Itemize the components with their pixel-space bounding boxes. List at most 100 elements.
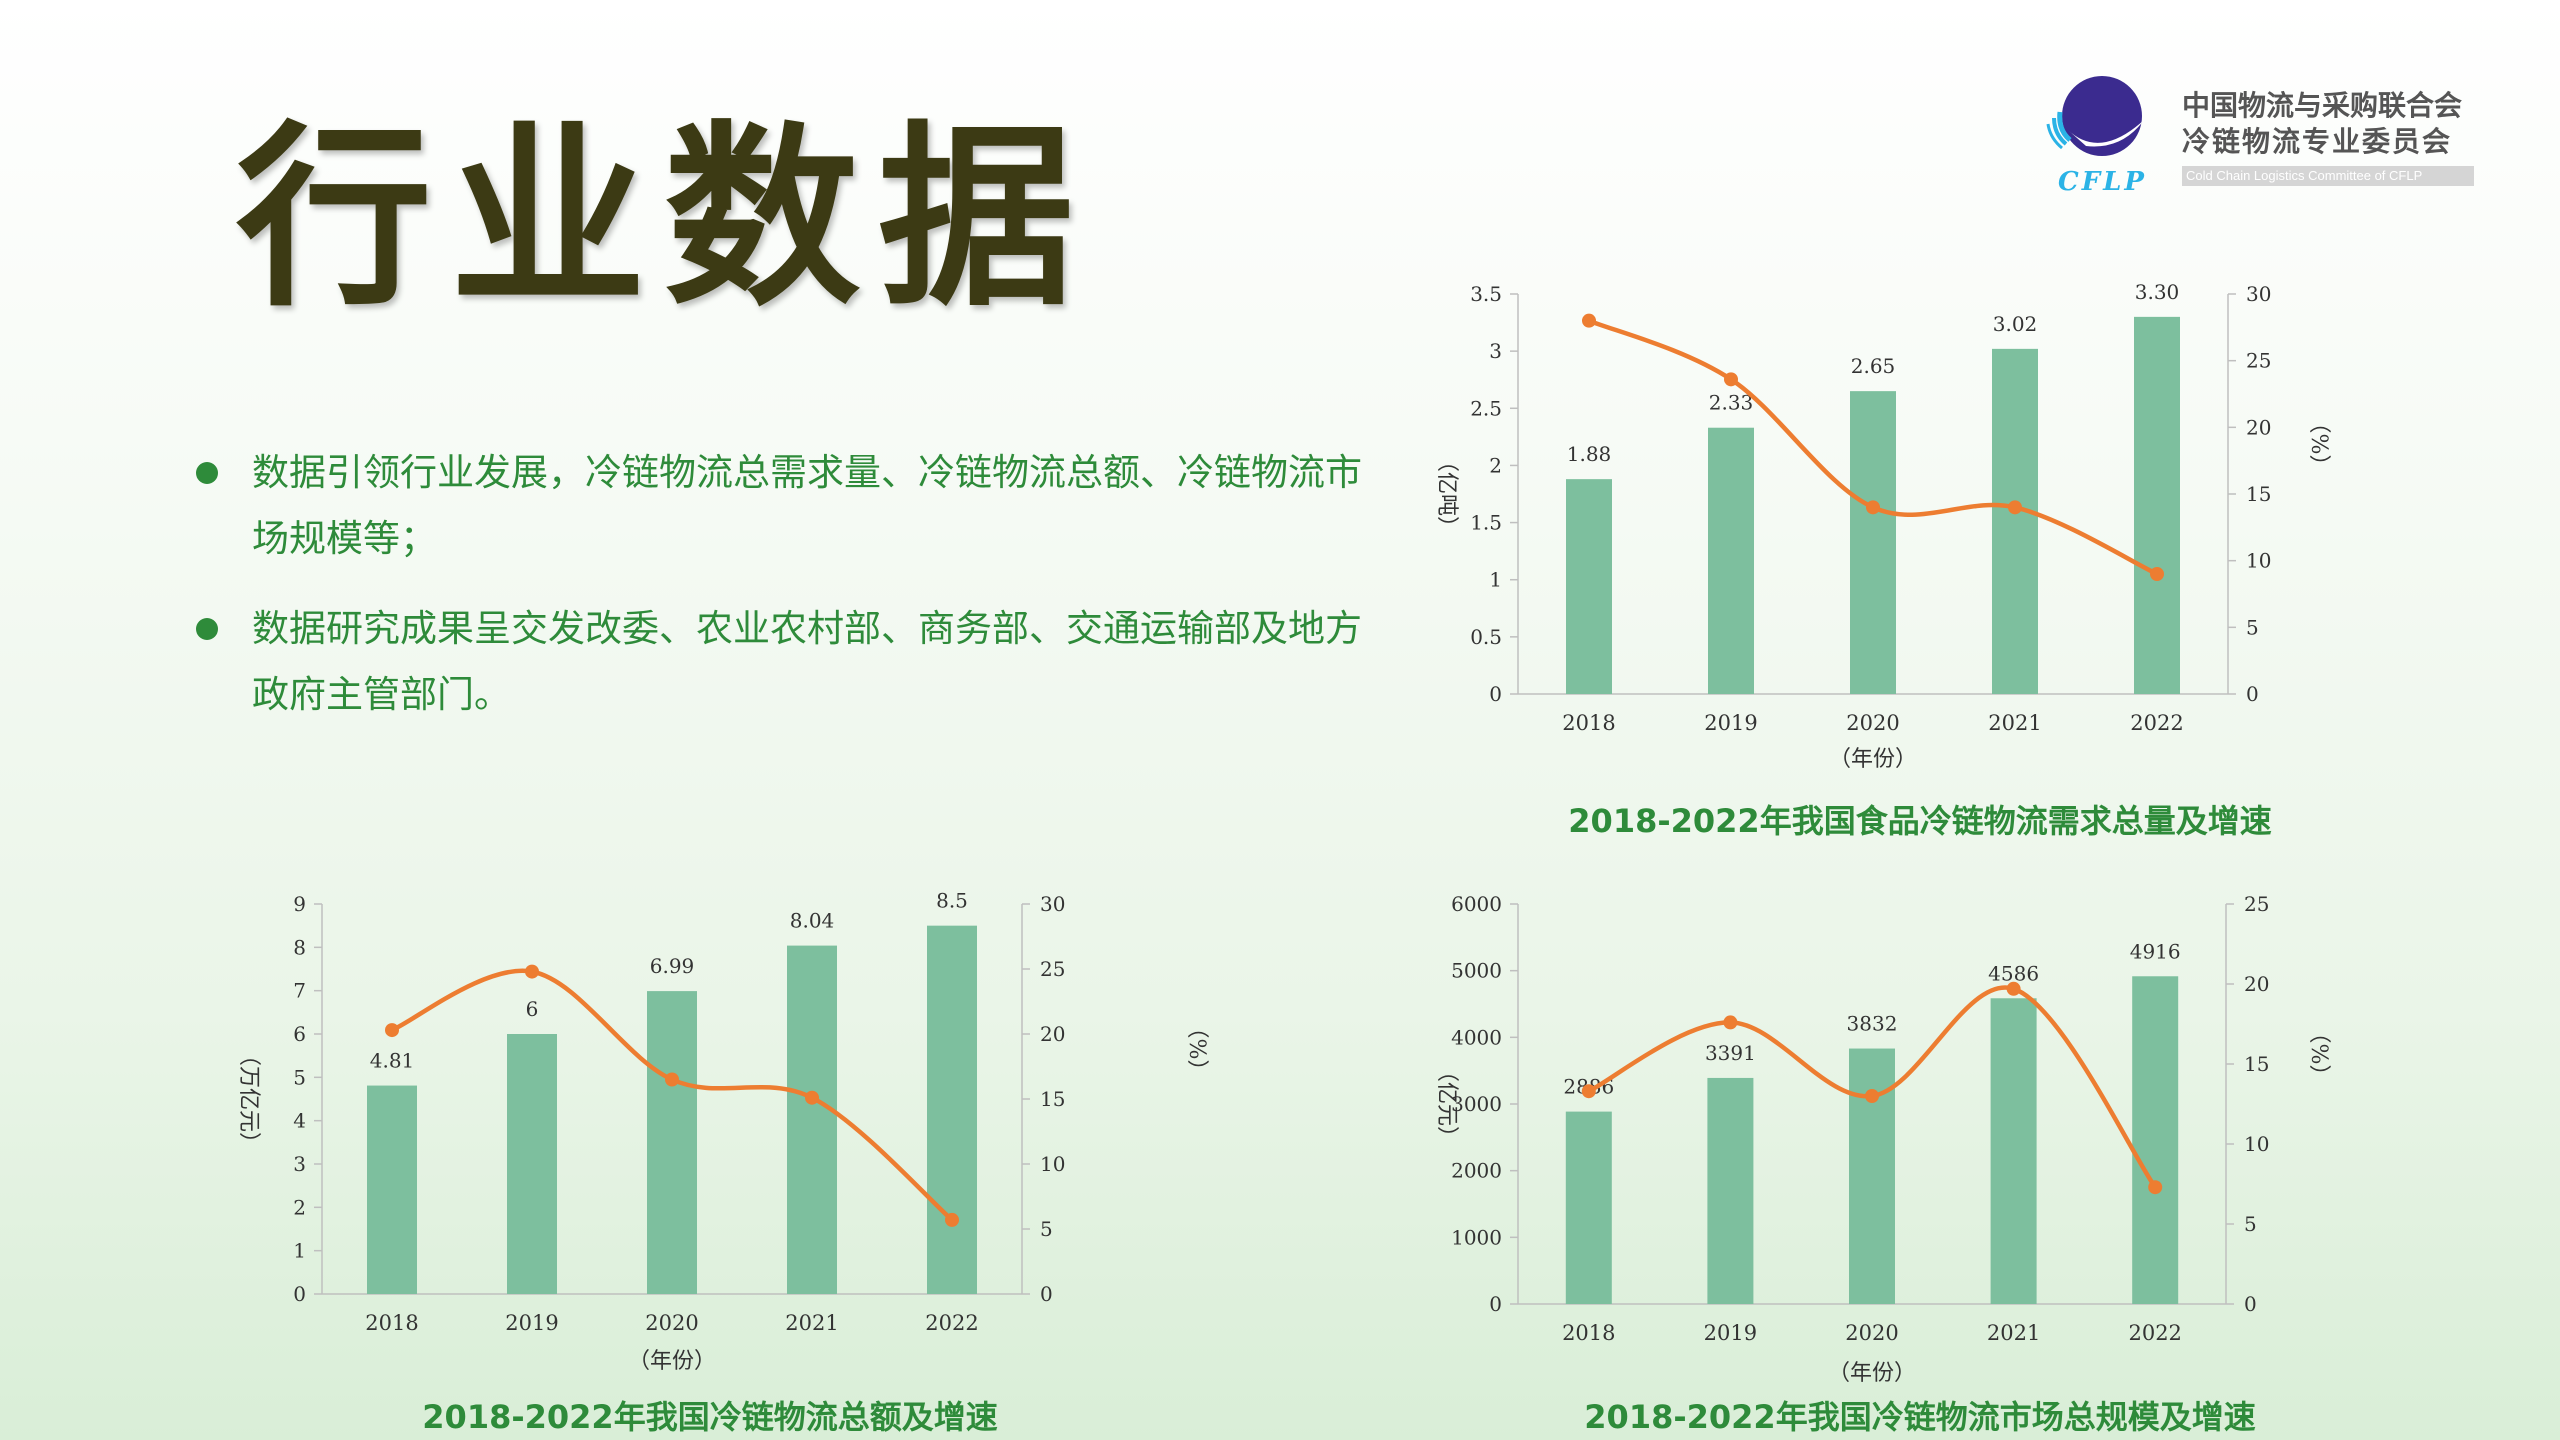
y-tick-label: 1 [1489,568,1502,592]
x-tick-label: 2018 [1562,1321,1615,1345]
bar-value-label: 1.88 [1567,442,1612,466]
bar-value-label: 2.65 [1851,354,1896,378]
growth-rate-point [665,1072,679,1087]
y-tick-label: 6 [293,1022,306,1046]
growth-rate-point [1866,500,1880,515]
chart-food-demand: 0 0.5 1 1.5 2 2.5 3 3.5 0 5 10 15 20 25 30 1.88 2018 2.33… [1400,270,2360,850]
bar-value-label: 4916 [2130,939,2181,963]
logo-english-name: Cold Chain Logistics Committee of CFLP [2182,166,2474,186]
y-tick-label: 1 [293,1239,306,1263]
bar [1565,1111,1612,1304]
y-tick-label: 4000 [1451,1025,1502,1049]
y-tick-label: 0 [1489,682,1502,706]
y2-tick-label: 15 [2246,482,2271,506]
y2-axis-label: （%） [2306,412,2331,477]
y-tick-label: 7 [293,979,306,1003]
y2-tick-label: 0 [2246,682,2259,706]
cflp-globe-icon: CFLP [2046,76,2147,197]
y2-tick-label: 30 [2246,282,2271,306]
chart-total-value: 0 1 2 3 4 5 6 7 8 9 0 5 10 15 20 25 30 4.81 2018 6 2019 6.99 2… [180,880,1260,1440]
bar [2132,976,2179,1304]
y-tick-label: 3.5 [1470,282,1502,306]
bar [367,1085,417,1294]
bar-value-label: 4586 [1988,961,2039,985]
x-tick-label: 2020 [1845,1321,1898,1345]
x-tick-label: 2021 [1987,1321,2040,1345]
cflp-logo: CFLP 中国物流与采购联合会 冷链物流专业委员会 Cold Chain Log… [2040,68,2490,198]
y2-tick-label: 5 [2244,1212,2257,1236]
chart-svg: 0100020003000400050006000051015202528862… [1434,892,2331,1386]
y-tick-label: 3 [293,1152,306,1176]
bar [1849,1048,1895,1304]
bar [1850,391,1896,694]
growth-rate-point [525,964,539,979]
cflp-abbr: CFLP [2058,167,2147,197]
x-tick-label: 2022 [2130,711,2183,735]
y-tick-label: 5000 [1451,959,1502,983]
y-tick-label: 2.5 [1470,396,1502,420]
y2-tick-label: 5 [2246,615,2259,639]
bar [1566,479,1612,694]
y2-tick-label: 0 [1040,1282,1053,1306]
bullet-text: 数据引领行业发展，冷链物流总需求量、冷链物流总额、冷链物流市场规模等； [252,451,1362,560]
chart-svg: 0 0.5 1 1.5 2 2.5 3 3.5 0 5 10 15 20 25 30 1.88 2018 2.33… [1434,280,2331,772]
y2-tick-label: 20 [1040,1022,1065,1046]
y-tick-label: 0 [293,1282,306,1306]
logo-committee-name: 冷链物流专业委员会 [2182,125,2453,158]
growth-rate-line [1587,985,2158,1189]
bar [1992,348,2038,694]
bullet-list: 数据引领行业发展，冷链物流总需求量、冷链物流总额、冷链物流市场规模等； 数据研究… [190,440,1370,752]
chart-market-size: 0100020003000400050006000051015202528862… [1400,880,2360,1440]
y-tick-label: 1.5 [1470,511,1502,535]
bar [927,925,977,1294]
y2-axis-label: （%） [1184,1017,1209,1082]
growth-rate-point [2150,567,2164,581]
x-tick-label: 2021 [1988,711,2041,735]
x-tick-label: 2022 [2128,1321,2181,1345]
bar [787,945,837,1294]
growth-rate-point [805,1090,819,1105]
y-axis-label: （亿吨） [1434,450,1459,538]
y2-tick-label: 25 [2246,349,2271,373]
bar-value-label: 6 [526,997,539,1021]
growth-rate-point [1723,1015,1738,1030]
growth-rate-point [1581,1084,1596,1099]
bar [647,991,697,1294]
y2-tick-label: 30 [1040,892,1065,916]
x-tick-label: 2022 [925,1311,978,1335]
growth-rate-point [2008,500,2022,515]
bullet-text: 数据研究成果呈交发改委、农业农村部、商务部、交通运输部及地方政府主管部门。 [252,607,1362,716]
chart-caption: 2018-2022年我国食品冷链物流需求总量及增速 [1568,802,2272,840]
growth-rate-point [1582,313,1596,328]
bar [1708,427,1754,694]
y-tick-label: 9 [293,892,306,916]
bar-value-label: 8.04 [790,909,835,933]
x-tick-label: 2020 [645,1311,698,1335]
y2-tick-label: 25 [2244,892,2269,916]
y2-tick-label: 10 [2246,549,2271,573]
x-tick-label: 2021 [785,1311,838,1335]
y-axis-label: （万亿元） [236,1044,261,1154]
bar-value-label: 3832 [1847,1012,1898,1036]
x-tick-label: 2018 [1562,711,1615,735]
y-tick-label: 0.5 [1470,625,1502,649]
y-tick-label: 1000 [1451,1225,1502,1249]
x-axis-label: （年份） [628,1349,716,1374]
bullet-item: 数据研究成果呈交发改委、农业农村部、商务部、交通运输部及地方政府主管部门。 [190,596,1370,728]
x-tick-label: 2020 [1846,711,1899,735]
y2-tick-label: 10 [2244,1132,2269,1156]
bar-value-label: 6.99 [650,954,695,978]
y-tick-label: 4 [293,1109,306,1133]
y2-tick-label: 25 [1040,957,1065,981]
bullet-dot-icon [196,618,218,640]
y-tick-label: 0 [1489,1292,1502,1316]
growth-rate-point [2006,981,2021,996]
x-axis-label: （年份） [1828,1361,1916,1386]
x-axis-label: （年份） [1829,747,1917,772]
y-tick-label: 8 [293,935,306,959]
y2-tick-label: 15 [1040,1087,1065,1111]
bar-value-label: 4.81 [370,1049,415,1073]
bar-value-label: 3391 [1705,1041,1756,1065]
y2-tick-label: 20 [2244,972,2269,996]
bar [1990,998,2037,1304]
